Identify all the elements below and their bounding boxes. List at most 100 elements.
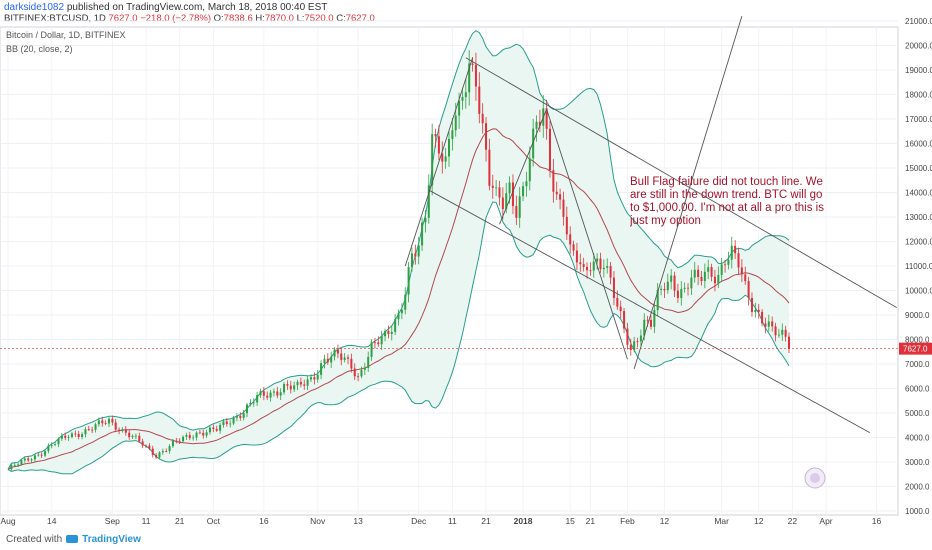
candle-body xyxy=(717,274,720,284)
candle-body xyxy=(219,424,222,431)
candle-body xyxy=(229,423,232,425)
candle-body xyxy=(767,321,770,327)
x-tick-label: Feb xyxy=(620,516,635,526)
candle-body xyxy=(20,460,23,465)
candle-body xyxy=(693,269,696,278)
candle-body xyxy=(747,281,750,298)
candle-body xyxy=(333,349,336,357)
annotation-text: Bull Flag failure did not touch line. We… xyxy=(630,176,824,227)
candle-body xyxy=(202,432,205,436)
y-tick-label: 8000.0 xyxy=(905,336,930,345)
candle-body xyxy=(518,196,521,218)
candle-body xyxy=(478,86,481,114)
open-value: 7838.6 xyxy=(223,13,253,24)
candle-body xyxy=(326,358,329,363)
candle-body xyxy=(13,465,16,466)
x-tick-label: 12 xyxy=(660,516,670,526)
tradingview-logo-icon xyxy=(66,535,79,543)
candle-body xyxy=(357,376,360,378)
candle-body xyxy=(599,258,602,270)
candle-body xyxy=(343,357,346,360)
x-tick-label: 16 xyxy=(872,516,882,526)
candle-body xyxy=(404,294,407,310)
tradingview-brand[interactable]: TradingView xyxy=(82,534,141,545)
candle-body xyxy=(195,432,198,438)
candle-body xyxy=(417,245,420,257)
candle-body xyxy=(565,216,568,235)
candle-body xyxy=(609,266,612,278)
candle-body xyxy=(750,297,753,312)
x-tick-label: 21 xyxy=(481,516,491,526)
candle-body xyxy=(703,271,706,282)
close-value: 7627.0 xyxy=(345,13,375,24)
candle-body xyxy=(121,429,124,431)
candle-body xyxy=(740,267,743,275)
bb-basis xyxy=(7,128,790,470)
candle-body xyxy=(387,331,390,335)
candle-body xyxy=(262,391,265,396)
candle-body xyxy=(360,369,363,377)
footer: Created with TradingView xyxy=(0,530,932,550)
candle-body xyxy=(474,64,477,87)
y-tick-label: 11000.0 xyxy=(905,262,932,271)
y-tick-label: 3000.0 xyxy=(905,458,930,467)
candle-body xyxy=(259,391,262,396)
candle-body xyxy=(636,341,639,343)
candle-body xyxy=(505,193,508,210)
x-tick-label: 14 xyxy=(47,516,57,526)
candle-body xyxy=(761,311,764,324)
legend-bb: BB (20, close, 2) xyxy=(6,44,73,54)
x-tick-label: 16 xyxy=(259,516,269,526)
annotation-box[interactable]: Bull Flag failure did not touch line. We… xyxy=(630,176,830,256)
candle-body xyxy=(309,377,312,380)
candle-body xyxy=(192,437,195,439)
candle-body xyxy=(538,121,541,126)
y-tick-label: 10000.0 xyxy=(905,287,932,296)
candle-body xyxy=(124,429,127,433)
last-price-label: 7627.0 xyxy=(903,345,928,354)
candle-body xyxy=(74,433,77,435)
author-link[interactable]: darkside1082 xyxy=(4,2,65,13)
candle-body xyxy=(165,451,168,452)
candle-body xyxy=(495,187,498,189)
candle-body xyxy=(707,267,710,272)
candle-body xyxy=(299,381,302,385)
candle-body xyxy=(185,435,188,437)
candle-body xyxy=(680,288,683,299)
candle-body xyxy=(30,459,33,461)
candle-body xyxy=(101,420,104,424)
x-tick-label: Apr xyxy=(819,516,832,526)
candle-body xyxy=(370,342,373,357)
candle-body xyxy=(757,309,760,312)
candle-body xyxy=(138,435,141,442)
time-axis[interactable]: Aug 14 Sep 11 21 Oct 16 Nov 13 Dec 11 21 2018 21 15 Feb… xyxy=(0,516,881,526)
y-tick-label: 9000.0 xyxy=(905,311,930,320)
y-tick-label: 4000.0 xyxy=(905,434,930,443)
candle-body xyxy=(94,424,97,430)
candle-body xyxy=(279,392,282,396)
candle-body xyxy=(239,416,242,418)
candle-body xyxy=(461,97,464,101)
candle-body xyxy=(168,446,171,452)
y-tick-label: 14000.0 xyxy=(905,189,932,198)
y-tick-label: 19000.0 xyxy=(905,66,932,75)
candle-body xyxy=(437,136,440,154)
candle-body xyxy=(155,454,158,458)
y-tick-label: 17000.0 xyxy=(905,115,932,124)
candle-body xyxy=(353,368,356,377)
price-axis[interactable]: 1000.0 2000.0 3000.0 4000.0 5000.0 6000.0 7000… xyxy=(899,17,932,516)
candle-body xyxy=(596,258,599,262)
candle-body xyxy=(367,356,370,368)
published-text: published on TradingView.com, March 18, … xyxy=(66,2,328,13)
candle-body xyxy=(407,267,410,295)
candle-body xyxy=(10,465,13,470)
candle-body xyxy=(272,391,275,393)
candle-body xyxy=(303,384,306,386)
candle-body xyxy=(97,420,100,425)
y-tick-label: 18000.0 xyxy=(905,91,932,100)
x-tick-label: 12 xyxy=(754,516,764,526)
candle-body xyxy=(633,341,636,351)
candle-body xyxy=(286,384,289,386)
candle-body xyxy=(690,277,693,289)
